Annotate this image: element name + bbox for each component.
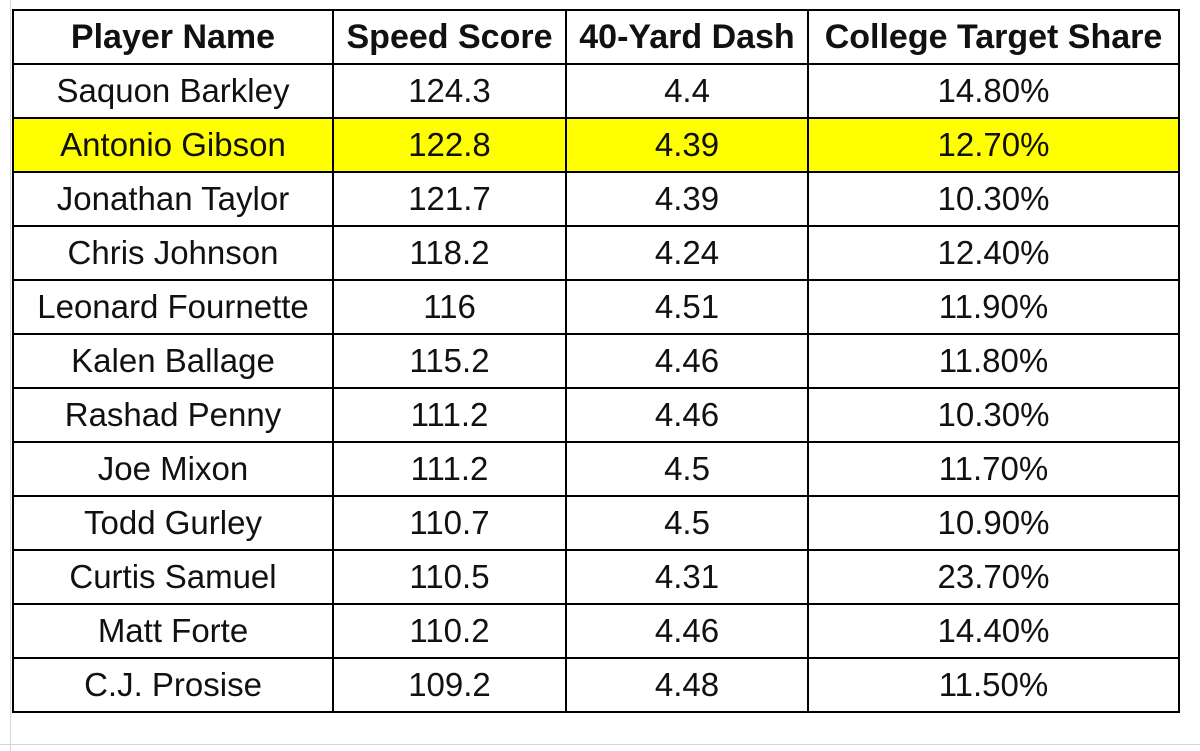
cell-player-name[interactable]: Chris Johnson <box>12 225 334 281</box>
table-row: Kalen Ballage 115.2 4.46 11.80% <box>12 333 1180 389</box>
cell-target-share[interactable]: 14.40% <box>807 603 1180 659</box>
player-stats-table: Player Name Speed Score 40-Yard Dash Col… <box>12 9 1180 713</box>
cell-speed-score[interactable]: 110.2 <box>332 603 567 659</box>
sheet-gridline-left <box>10 0 11 751</box>
cell-40-yard-dash[interactable]: 4.46 <box>565 603 809 659</box>
cell-player-name[interactable]: Saquon Barkley <box>12 63 334 119</box>
table-row: Saquon Barkley 124.3 4.4 14.80% <box>12 63 1180 119</box>
cell-player-name[interactable]: Matt Forte <box>12 603 334 659</box>
cell-target-share[interactable]: 11.50% <box>807 657 1180 713</box>
cell-40-yard-dash[interactable]: 4.4 <box>565 63 809 119</box>
header-40-yard-dash[interactable]: 40-Yard Dash <box>565 9 809 65</box>
cell-target-share[interactable]: 12.40% <box>807 225 1180 281</box>
table-row: Todd Gurley 110.7 4.5 10.90% <box>12 495 1180 551</box>
header-college-target-share[interactable]: College Target Share <box>807 9 1180 65</box>
cell-target-share[interactable]: 12.70% <box>807 117 1180 173</box>
table-row: Curtis Samuel 110.5 4.31 23.70% <box>12 549 1180 605</box>
cell-target-share[interactable]: 11.70% <box>807 441 1180 497</box>
table-row: Rashad Penny 111.2 4.46 10.30% <box>12 387 1180 443</box>
cell-player-name[interactable]: Leonard Fournette <box>12 279 334 335</box>
cell-target-share[interactable]: 10.90% <box>807 495 1180 551</box>
table-row: Chris Johnson 118.2 4.24 12.40% <box>12 225 1180 281</box>
cell-40-yard-dash[interactable]: 4.5 <box>565 441 809 497</box>
table-row: Leonard Fournette 116 4.51 11.90% <box>12 279 1180 335</box>
cell-target-share[interactable]: 10.30% <box>807 387 1180 443</box>
cell-40-yard-dash[interactable]: 4.48 <box>565 657 809 713</box>
cell-speed-score[interactable]: 111.2 <box>332 441 567 497</box>
cell-speed-score[interactable]: 115.2 <box>332 333 567 389</box>
cell-target-share[interactable]: 14.80% <box>807 63 1180 119</box>
cell-speed-score[interactable]: 121.7 <box>332 171 567 227</box>
table-row: Joe Mixon 111.2 4.5 11.70% <box>12 441 1180 497</box>
cell-speed-score[interactable]: 109.2 <box>332 657 567 713</box>
cell-player-name[interactable]: Jonathan Taylor <box>12 171 334 227</box>
cell-40-yard-dash[interactable]: 4.46 <box>565 333 809 389</box>
cell-player-name[interactable]: Rashad Penny <box>12 387 334 443</box>
table-row: C.J. Prosise 109.2 4.48 11.50% <box>12 657 1180 713</box>
cell-40-yard-dash[interactable]: 4.39 <box>565 117 809 173</box>
cell-player-name[interactable]: Curtis Samuel <box>12 549 334 605</box>
cell-target-share[interactable]: 11.90% <box>807 279 1180 335</box>
cell-40-yard-dash[interactable]: 4.46 <box>565 387 809 443</box>
cell-target-share[interactable]: 11.80% <box>807 333 1180 389</box>
table-row-highlighted: Antonio Gibson 122.8 4.39 12.70% <box>12 117 1180 173</box>
cell-speed-score[interactable]: 118.2 <box>332 225 567 281</box>
cell-speed-score[interactable]: 110.7 <box>332 495 567 551</box>
cell-player-name[interactable]: Todd Gurley <box>12 495 334 551</box>
cell-40-yard-dash[interactable]: 4.31 <box>565 549 809 605</box>
cell-speed-score[interactable]: 122.8 <box>332 117 567 173</box>
cell-40-yard-dash[interactable]: 4.5 <box>565 495 809 551</box>
cell-player-name[interactable]: Antonio Gibson <box>12 117 334 173</box>
cell-40-yard-dash[interactable]: 4.24 <box>565 225 809 281</box>
header-row: Player Name Speed Score 40-Yard Dash Col… <box>12 9 1180 65</box>
cell-40-yard-dash[interactable]: 4.51 <box>565 279 809 335</box>
cell-target-share[interactable]: 10.30% <box>807 171 1180 227</box>
table-row: Matt Forte 110.2 4.46 14.40% <box>12 603 1180 659</box>
cell-player-name[interactable]: C.J. Prosise <box>12 657 334 713</box>
cell-speed-score[interactable]: 116 <box>332 279 567 335</box>
header-player-name[interactable]: Player Name <box>12 9 334 65</box>
sheet-gridline-bottom <box>0 744 1200 745</box>
cell-speed-score[interactable]: 110.5 <box>332 549 567 605</box>
cell-player-name[interactable]: Joe Mixon <box>12 441 334 497</box>
cell-speed-score[interactable]: 124.3 <box>332 63 567 119</box>
cell-speed-score[interactable]: 111.2 <box>332 387 567 443</box>
cell-player-name[interactable]: Kalen Ballage <box>12 333 334 389</box>
cell-40-yard-dash[interactable]: 4.39 <box>565 171 809 227</box>
table-row: Jonathan Taylor 121.7 4.39 10.30% <box>12 171 1180 227</box>
cell-target-share[interactable]: 23.70% <box>807 549 1180 605</box>
header-speed-score[interactable]: Speed Score <box>332 9 567 65</box>
